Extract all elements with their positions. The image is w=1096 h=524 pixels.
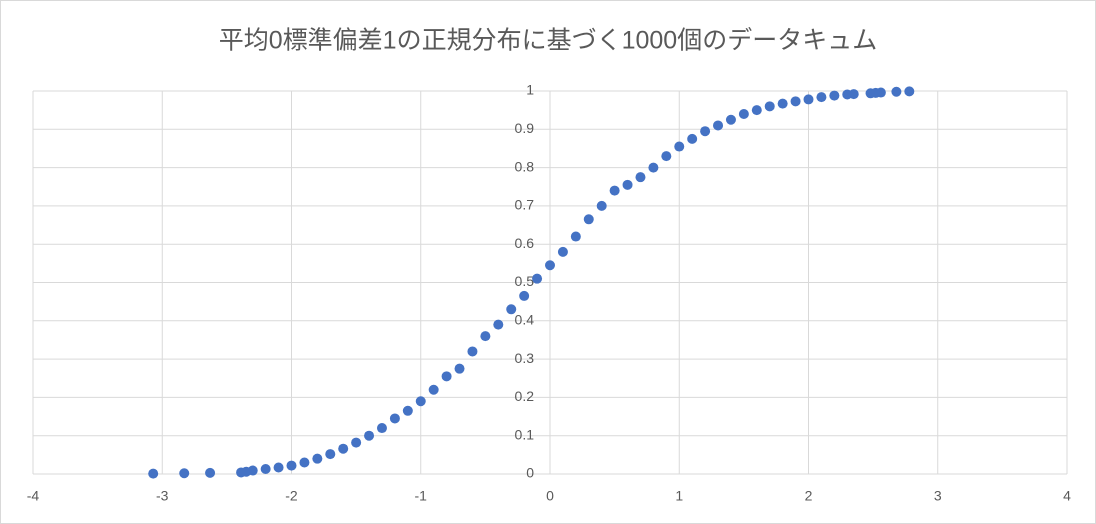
y-tick-label: 0.2 xyxy=(515,388,535,404)
x-tick-label: -4 xyxy=(27,488,40,504)
x-tick-label: -3 xyxy=(156,488,169,504)
y-tick-label: 0.8 xyxy=(515,158,535,174)
point xyxy=(674,141,685,152)
point xyxy=(247,465,258,476)
y-tick-label: 0.7 xyxy=(515,197,535,213)
point xyxy=(751,105,762,116)
point xyxy=(338,443,349,454)
point xyxy=(570,231,581,242)
point xyxy=(764,101,775,112)
point xyxy=(687,133,698,144)
point xyxy=(609,185,620,196)
point xyxy=(648,162,659,173)
point xyxy=(364,430,375,441)
point xyxy=(532,273,543,284)
point xyxy=(493,319,504,330)
point xyxy=(725,114,736,125)
point xyxy=(415,396,426,407)
point xyxy=(441,371,452,382)
y-tick-label: 0.9 xyxy=(515,120,535,136)
point xyxy=(700,126,711,137)
x-tick-label: 2 xyxy=(805,488,813,504)
point xyxy=(454,363,465,374)
point xyxy=(519,290,530,301)
point xyxy=(790,96,801,107)
point xyxy=(325,449,336,460)
point xyxy=(376,423,387,434)
y-tick-label: 0.3 xyxy=(515,350,535,366)
point xyxy=(389,413,400,424)
point xyxy=(596,200,607,211)
point xyxy=(738,108,749,119)
point xyxy=(904,86,915,97)
point xyxy=(179,468,190,479)
point xyxy=(777,98,788,109)
point xyxy=(875,87,886,98)
point xyxy=(273,462,284,473)
point xyxy=(480,331,491,342)
point xyxy=(816,92,827,103)
point xyxy=(286,460,297,471)
point xyxy=(583,214,594,225)
point xyxy=(661,151,672,162)
point xyxy=(557,246,568,257)
y-tick-label: 0.6 xyxy=(515,235,535,251)
y-tick-label: 0.4 xyxy=(515,312,535,328)
point xyxy=(205,467,216,478)
y-tick-label: 0.1 xyxy=(515,426,535,442)
x-tick-label: 0 xyxy=(546,488,554,504)
point xyxy=(622,179,633,190)
y-tick-label: 0 xyxy=(526,465,534,481)
point xyxy=(467,346,478,357)
point xyxy=(428,384,439,395)
point xyxy=(299,457,310,468)
x-tick-label: 4 xyxy=(1063,488,1071,504)
point xyxy=(351,437,362,448)
point xyxy=(260,464,271,475)
point xyxy=(148,468,159,479)
point xyxy=(312,453,323,464)
point xyxy=(891,86,902,97)
point xyxy=(713,120,724,131)
x-tick-label: -1 xyxy=(415,488,428,504)
point xyxy=(545,260,555,271)
point xyxy=(829,90,840,101)
point xyxy=(848,89,859,100)
point xyxy=(635,172,646,183)
y-tick-label: 1 xyxy=(526,82,534,98)
chart-title: 平均0標準偏差1の正規分布に基づく1000個のデータキュム xyxy=(219,27,877,55)
point xyxy=(803,94,814,105)
y-tick-label: 0.5 xyxy=(515,273,535,289)
point xyxy=(506,304,517,315)
x-tick-label: -2 xyxy=(285,488,298,504)
point xyxy=(402,405,413,416)
x-tick-label: 3 xyxy=(934,488,942,504)
x-tick-label: 1 xyxy=(675,488,683,504)
